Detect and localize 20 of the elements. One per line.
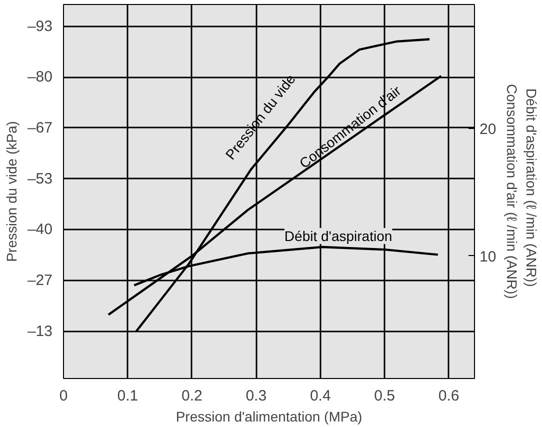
y2-tick-label: 10 xyxy=(480,248,496,266)
series-label: Débit d'aspiration xyxy=(284,228,392,244)
x-tick-label: 0.5 xyxy=(374,388,396,404)
y-tick-label: –27 xyxy=(27,272,53,289)
y-axis-title: Pression du vide (kPa) xyxy=(3,121,20,262)
x-tick-label: 0.3 xyxy=(246,388,267,404)
x-tick-label: 0.4 xyxy=(310,388,331,404)
x-tick-label: 0.2 xyxy=(182,388,202,404)
y2-tick-label: 20 xyxy=(480,120,496,138)
y-tick-label: –40 xyxy=(27,221,53,238)
y2-axis-title: Débit d'aspiration (ℓ /min (ANR)) Consommation d'air (ℓ /min (ANR)) xyxy=(504,84,540,299)
x-tick-label: 0.6 xyxy=(438,388,460,404)
x-tick-label: 0.1 xyxy=(117,388,138,404)
x-tick-label: 0 xyxy=(59,388,68,404)
y-tick-label: –53 xyxy=(27,170,53,188)
y-tick-label: –67 xyxy=(27,119,53,136)
x-axis-title: Pression d'alimentation (MPa) xyxy=(176,408,362,424)
y-tick-label: –93 xyxy=(27,18,53,35)
y-tick-label: –80 xyxy=(27,68,53,86)
y-tick-label: –13 xyxy=(27,323,53,340)
